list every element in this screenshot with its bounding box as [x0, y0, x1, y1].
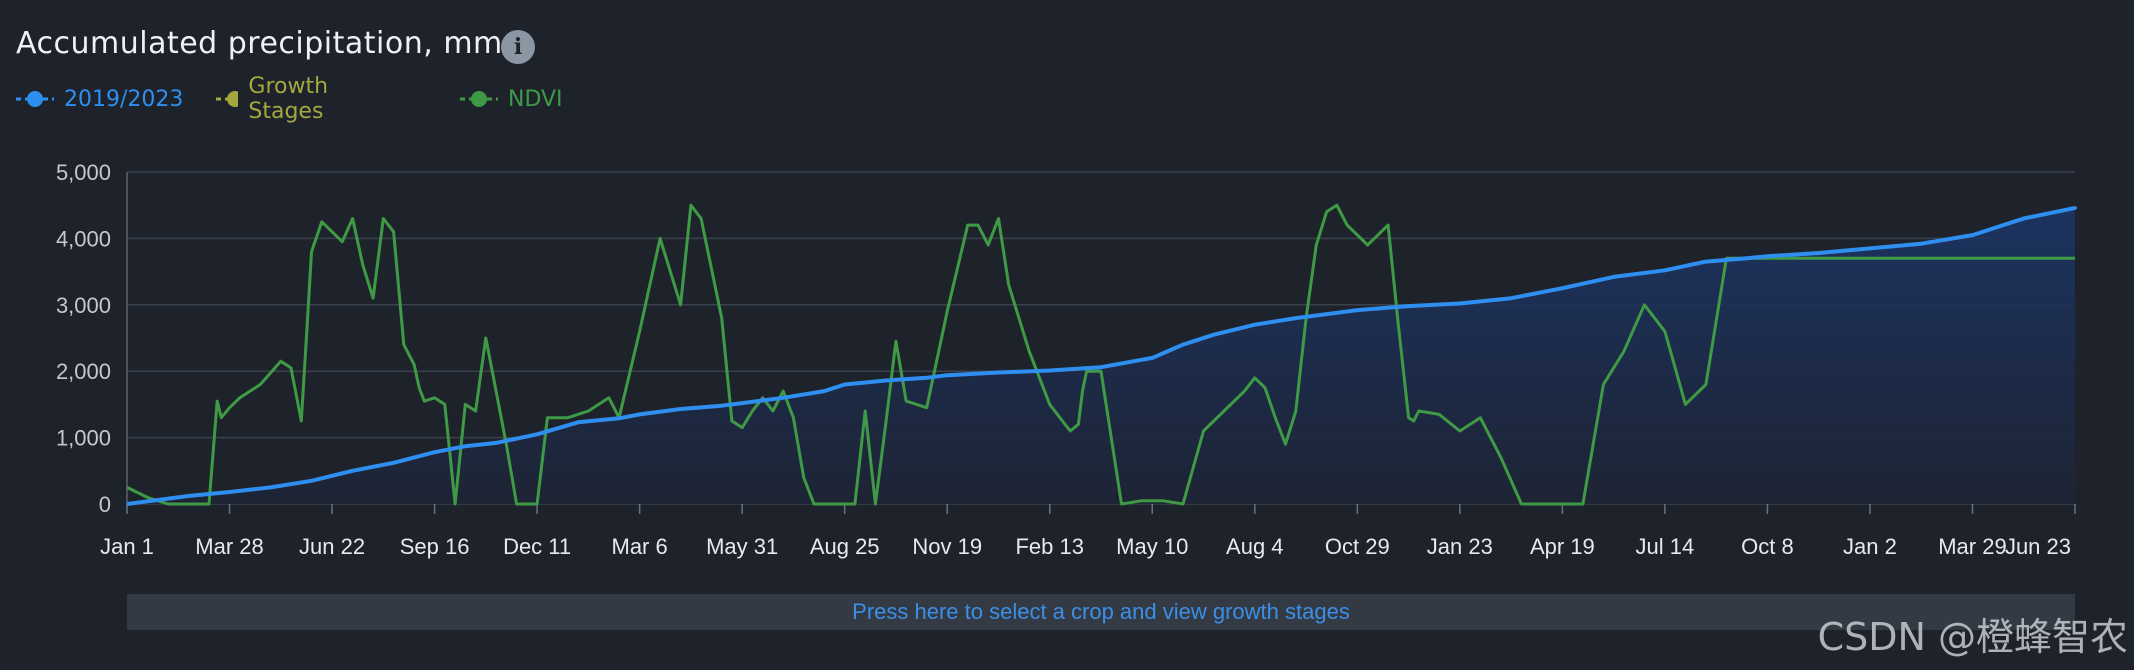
x-tick-label: Jul 14: [1636, 534, 1695, 559]
x-tick-label: Sep 16: [400, 534, 470, 559]
chart-title: Accumulated precipitation, mm: [16, 26, 503, 61]
x-tick-label: Jan 1: [100, 534, 154, 559]
ndvi-line: [126, 203, 2075, 506]
x-tick-label: Oct 29: [1325, 534, 1390, 559]
y-tick-label: 5,000: [56, 160, 111, 185]
y-tick-label: 0: [99, 492, 111, 517]
legend-marker-precipitation: [16, 91, 54, 107]
y-tick-label: 4,000: [56, 226, 111, 251]
legend-item-growth-stages[interactable]: Growth Stages: [216, 74, 344, 124]
x-tick-label: Aug 25: [810, 534, 880, 559]
x-tick-label: May 31: [706, 534, 778, 559]
x-tick-label: Mar 29: [1938, 534, 2006, 559]
x-tick-label: Feb 13: [1015, 534, 1084, 559]
x-tick-label: Jan 23: [1427, 534, 1493, 559]
y-tick-label: 1,000: [56, 426, 111, 451]
select-crop-button[interactable]: Press here to select a crop and view gro…: [127, 594, 2075, 630]
legend-label-ndvi: NDVI: [508, 86, 563, 112]
x-tick-label: Jan 2: [1843, 534, 1897, 559]
x-axis: Jan 1 Mar 28 Jun 22 Sep 16 Dec 11 Mar 6 May 31…: [100, 504, 2076, 559]
legend-marker-ndvi: [460, 91, 498, 107]
x-tick-label: Mar 6: [612, 534, 668, 559]
x-tick-label: Dec 11: [503, 534, 571, 559]
x-tick-label: Nov 19: [912, 534, 982, 559]
legend-marker-growth-stages: [216, 91, 239, 107]
x-tick-label: May 10: [1116, 534, 1188, 559]
x-tick-label: Mar 28: [195, 534, 263, 559]
info-icon[interactable]: i: [501, 30, 535, 64]
x-tick-label: Oct 8: [1741, 534, 1794, 559]
x-tick-label: Jun 22: [299, 534, 365, 559]
watermark: CSDN @橙蜂智农: [1817, 615, 2128, 659]
legend-item-precipitation[interactable]: 2019/2023: [16, 84, 183, 114]
y-tick-label: 3,000: [56, 293, 111, 318]
precipitation-area: [127, 206, 2075, 504]
y-axis: 0 1,000 2,000 3,000 4,000 5,000: [56, 160, 128, 517]
x-tick-label: Apr 19: [1530, 534, 1595, 559]
legend-item-ndvi[interactable]: NDVI: [460, 84, 563, 114]
precipitation-line: [126, 205, 2077, 506]
x-tick-label: Jun 23: [2005, 534, 2071, 559]
legend-label-precipitation: 2019/2023: [64, 86, 184, 112]
x-tick-label: Aug 4: [1226, 534, 1284, 559]
y-tick-label: 2,000: [56, 359, 111, 384]
legend-label-growth-stages: Growth Stages: [248, 74, 329, 124]
